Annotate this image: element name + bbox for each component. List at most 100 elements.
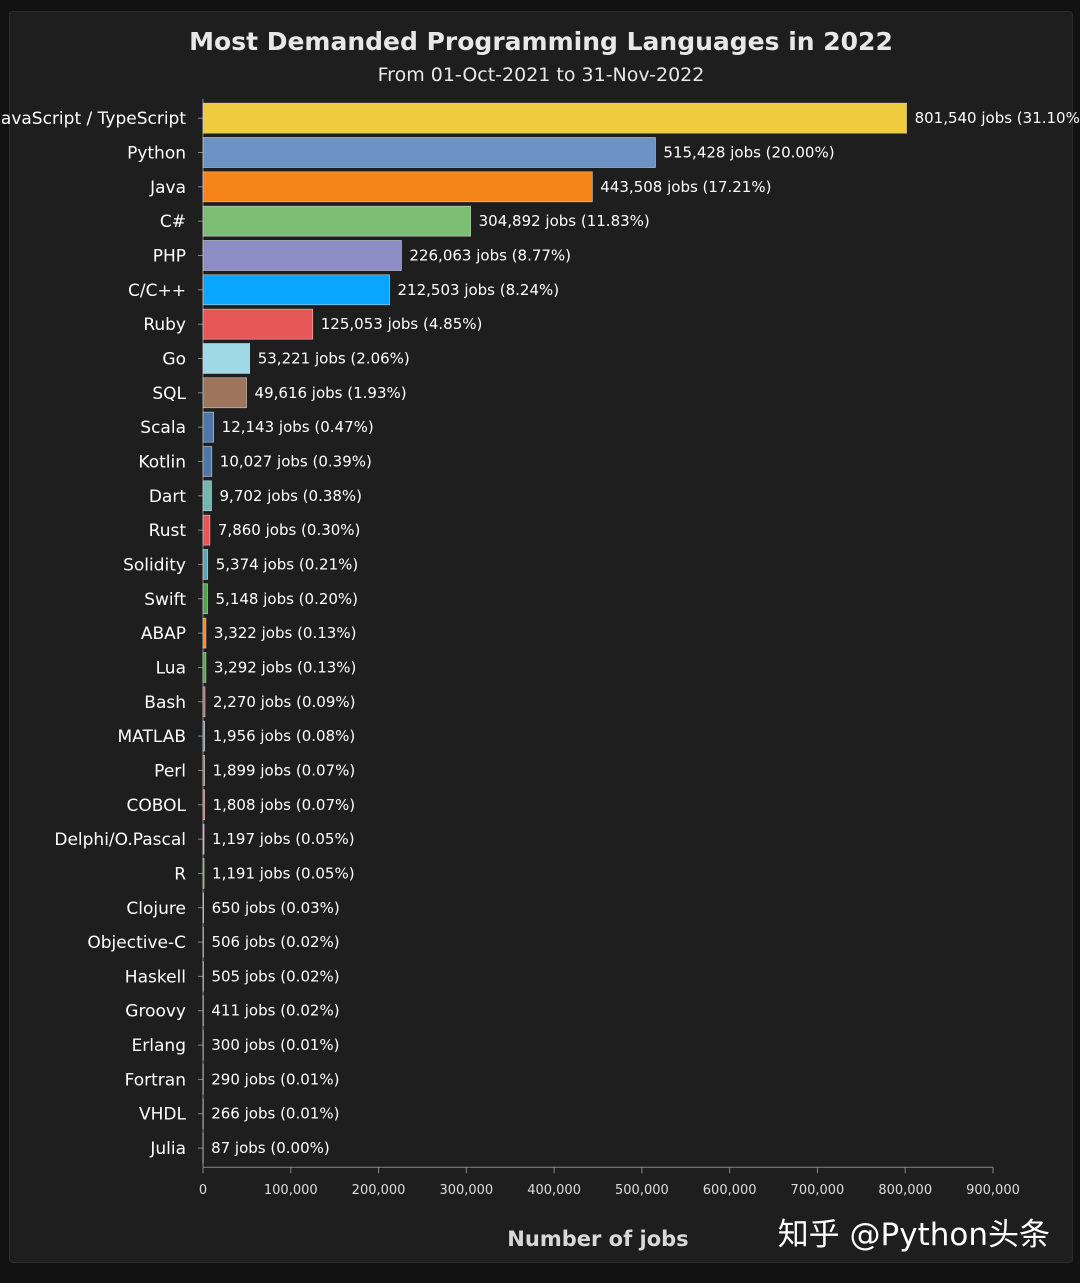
category-label: MATLAB: [117, 727, 186, 747]
category-label: Kotlin: [138, 452, 186, 472]
category-label: Clojure: [126, 899, 186, 919]
data-label: 3,322 jobs (0.13%): [214, 624, 357, 642]
bar: [202, 308, 314, 340]
category-label: ABAP: [141, 624, 186, 644]
x-tick-label: 500,000: [615, 1183, 669, 1198]
category-label: R: [174, 864, 186, 884]
category-label: C#: [160, 212, 186, 232]
chart-title: Most Demanded Programming Languages in 2…: [189, 27, 893, 56]
data-label: 87 jobs (0.00%): [211, 1139, 330, 1157]
bar: [202, 137, 656, 168]
category-label: Ruby: [143, 315, 186, 335]
bar: [202, 274, 390, 306]
bar: [202, 858, 205, 889]
bar: [202, 205, 471, 237]
data-label: 300 jobs (0.01%): [211, 1036, 339, 1054]
category-label: JavaScript / TypeScript: [0, 109, 186, 129]
category-label: Julia: [149, 1139, 186, 1159]
data-label: 5,374 jobs (0.21%): [216, 555, 359, 573]
bar: [202, 686, 206, 718]
category-label: Fortran: [125, 1070, 186, 1090]
bar: [202, 514, 211, 546]
category-label: Delphi/O.Pascal: [54, 830, 186, 850]
x-tick-label: 100,000: [264, 1183, 318, 1198]
data-label: 226,063 jobs (8.77%): [409, 246, 571, 264]
data-label: 10,027 jobs (0.39%): [220, 452, 372, 470]
data-label: 304,892 jobs (11.83%): [479, 212, 650, 230]
data-label: 7,860 jobs (0.30%): [218, 521, 361, 539]
category-label: Python: [127, 143, 186, 163]
category-label: Erlang: [132, 1036, 186, 1056]
data-label: 1,191 jobs (0.05%): [212, 864, 355, 882]
data-label: 1,808 jobs (0.07%): [213, 796, 356, 814]
category-label: Go: [162, 349, 186, 369]
data-label: 443,508 jobs (17.21%): [600, 178, 771, 196]
category-label: Lua: [156, 658, 186, 678]
category-label: VHDL: [139, 1105, 187, 1125]
data-label: 266 jobs (0.01%): [211, 1105, 339, 1123]
bar: [202, 652, 207, 683]
bar: [202, 823, 205, 855]
bar: [202, 480, 212, 512]
data-label: 1,197 jobs (0.05%): [212, 830, 355, 848]
chart-subtitle: From 01-Oct-2021 to 31-Nov-2022: [378, 64, 705, 86]
bar: [202, 549, 209, 580]
bar: [202, 720, 206, 752]
category-label: COBOL: [127, 796, 187, 816]
bar: [202, 240, 402, 271]
data-label: 125,053 jobs (4.85%): [321, 315, 483, 333]
data-label: 506 jobs (0.02%): [211, 933, 339, 951]
category-label: Groovy: [125, 1002, 186, 1022]
x-tick-label: 0: [199, 1183, 207, 1198]
data-label: 53,221 jobs (2.06%): [258, 349, 410, 367]
data-label: 505 jobs (0.02%): [211, 967, 339, 985]
x-tick-label: 700,000: [791, 1183, 845, 1198]
watermark: 知乎 @Python头条: [778, 1217, 1050, 1253]
data-label: 411 jobs (0.02%): [211, 1002, 339, 1020]
data-label: 49,616 jobs (1.93%): [255, 384, 407, 402]
data-label: 515,428 jobs (20.00%): [663, 143, 834, 161]
category-label: Perl: [154, 761, 186, 781]
bar: [202, 755, 205, 786]
x-axis-title: Number of jobs: [507, 1227, 688, 1251]
x-tick-label: 600,000: [703, 1183, 757, 1198]
data-label: 212,503 jobs (8.24%): [398, 281, 560, 299]
category-label: PHP: [153, 246, 186, 266]
bar: [202, 446, 213, 477]
category-label: Swift: [144, 590, 186, 610]
label-layer: JavaScript / TypeScript 801,540 jobs (31.…: [0, 109, 1080, 1159]
category-label: Bash: [144, 693, 186, 713]
data-label: 1,956 jobs (0.08%): [213, 727, 356, 745]
data-label: 5,148 jobs (0.20%): [216, 590, 359, 608]
data-label: 9,702 jobs (0.38%): [220, 487, 363, 505]
x-tick-label: 800,000: [878, 1183, 932, 1198]
bar: [202, 102, 907, 134]
x-tick-label: 900,000: [966, 1183, 1020, 1198]
category-label: Rust: [149, 521, 187, 541]
bar: [202, 411, 214, 443]
data-label: 1,899 jobs (0.07%): [213, 761, 356, 779]
x-tick-label: 200,000: [352, 1183, 406, 1198]
bar: [202, 617, 207, 649]
category-label: Dart: [149, 487, 186, 507]
data-label: 650 jobs (0.03%): [212, 899, 340, 917]
chart-panel: [9, 11, 1073, 1263]
x-tick-label: 400,000: [527, 1183, 581, 1198]
category-label: Objective-C: [87, 933, 186, 953]
category-label: Haskell: [125, 967, 186, 987]
category-label: Solidity: [123, 555, 186, 575]
x-tick-label: 300,000: [439, 1183, 493, 1198]
category-label: SQL: [152, 384, 186, 404]
data-label: 12,143 jobs (0.47%): [222, 418, 374, 436]
bar-layer: [202, 102, 907, 1164]
bar: [202, 583, 208, 615]
data-label: 801,540 jobs (31.10%): [915, 109, 1080, 127]
bar: [202, 377, 247, 409]
category-label: C/C++: [128, 281, 186, 301]
data-label: 290 jobs (0.01%): [211, 1070, 339, 1088]
bar: [202, 343, 251, 374]
bar: [202, 892, 204, 924]
data-label: 2,270 jobs (0.09%): [213, 693, 356, 711]
data-label: 3,292 jobs (0.13%): [214, 658, 357, 676]
